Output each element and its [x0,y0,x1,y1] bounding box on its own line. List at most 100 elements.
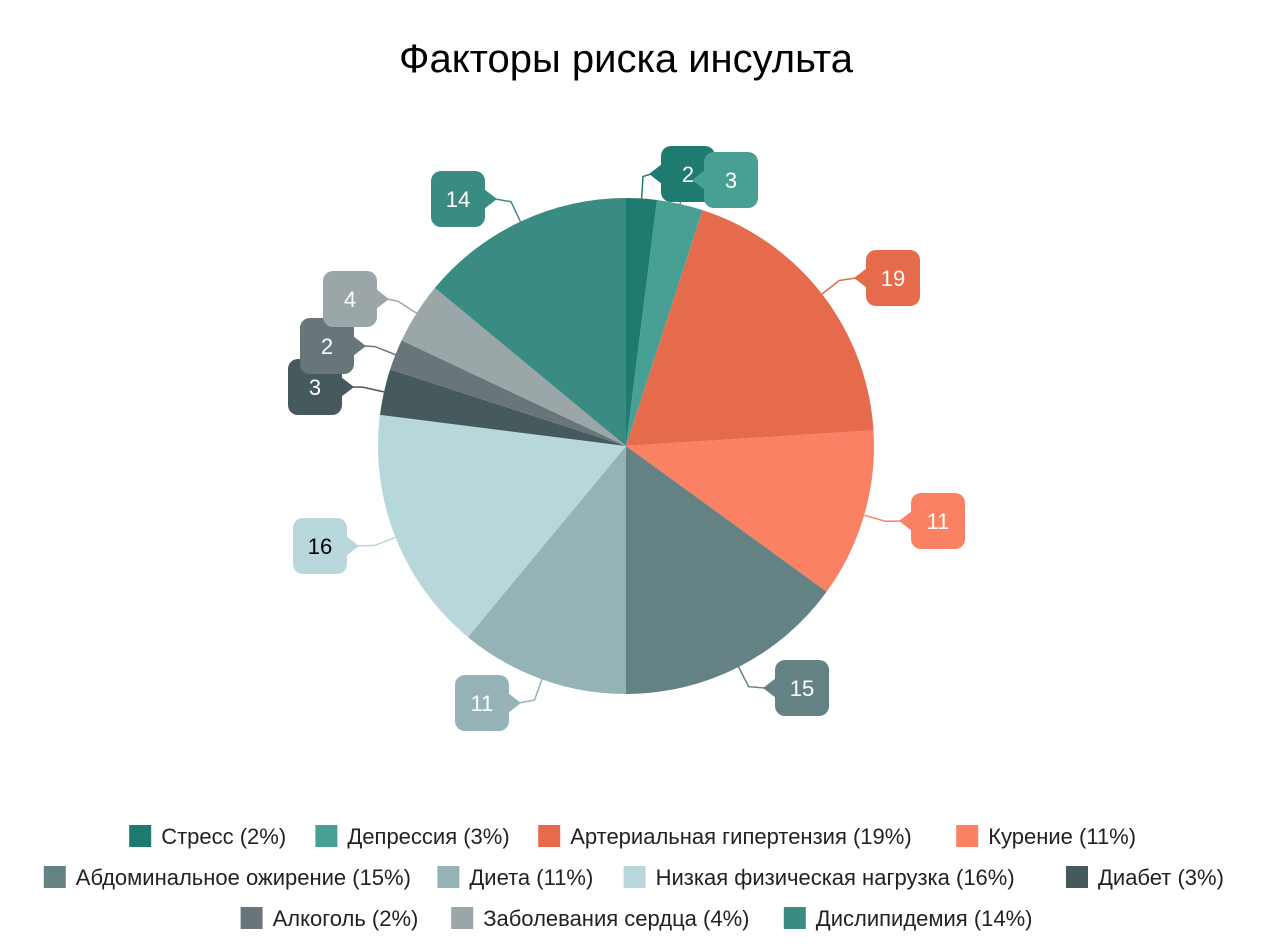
data-label-value: 16 [308,534,332,559]
legend-item-9: Алкоголь (2%) [240,906,419,931]
data-label-pointer [346,536,359,556]
legend-item-11: Дислипидемия (14%) [783,906,1033,931]
legend-swatch [451,907,474,929]
data-label-pointer [508,693,521,713]
data-label-box [323,271,377,327]
data-label-box [300,318,354,374]
legend-swatch [956,825,979,847]
pie-slice-2 [626,199,703,446]
legend-item-4: Курение (11%) [956,824,1136,849]
legend-swatch [623,866,646,888]
pie-slice-9 [390,340,626,446]
pie-slice-5 [626,446,827,694]
data-label-pointer [899,511,912,531]
leader-line-3 [821,277,857,295]
data-label-pointer [484,189,497,209]
pie-slice-8 [379,369,626,446]
data-label-10: 4 [323,271,389,327]
legend-label: Диабет (3%) [1098,865,1224,890]
legend-item-6: Диета (11%) [437,865,593,890]
data-label-pointer [341,377,354,397]
data-label-value: 11 [471,691,494,716]
pie-slice-4 [626,430,874,592]
legend-swatch [1066,866,1088,888]
data-label-pointer [763,678,776,698]
leader-line-10 [386,298,418,314]
legend-item-5: Абдоминальное ожирение (15%) [43,865,411,890]
data-label-value: 2 [682,162,694,187]
legend-item-2: Депрессия (3%) [315,824,510,849]
legend-label: Низкая физическая нагрузка (16%) [656,865,1015,890]
data-label-pointer [692,170,705,190]
leader-line-1 [640,173,652,199]
data-label-box [661,146,715,202]
data-label-box [911,493,965,549]
pie-slices [378,198,874,694]
legend-swatch [240,907,263,929]
data-label-value: 14 [446,187,470,212]
data-label-pointer [376,289,389,309]
legend-label: Артериальная гипертензия (19%) [570,824,911,849]
leader-line-8 [351,386,385,393]
legend-label: Заболевания сердца (4%) [483,906,749,931]
legend-label: Диета (11%) [469,865,593,890]
data-label-box [431,171,485,227]
legend-swatch [129,825,152,847]
legend-label: Депрессия (3%) [347,824,509,849]
data-label-box [293,518,347,574]
legend-label: Курение (11%) [988,824,1136,849]
data-label-pointer [649,164,662,184]
data-label-2: 3 [692,152,758,208]
data-label-9: 2 [300,318,366,374]
data-label-1: 2 [649,146,715,202]
legend-label: Стресс (2%) [161,824,286,849]
leader-line-6 [518,679,543,704]
data-label-4: 11 [899,493,965,549]
data-label-6: 11 [455,675,521,731]
data-label-7: 16 [293,518,359,574]
data-label-value: 15 [790,676,814,701]
pie-slice-11 [434,198,626,446]
data-label-box [704,152,758,208]
leader-lines [351,173,902,704]
legend-label: Алкоголь (2%) [273,906,419,931]
data-label-box [866,250,920,306]
pie-slice-3 [626,210,874,446]
legend-swatch [315,825,338,847]
legend-item-1: Стресс (2%) [129,824,286,849]
leader-line-4 [863,514,902,523]
legend-item-3: Артериальная гипертензия (19%) [538,824,912,849]
data-label-pointer [854,268,867,288]
data-label-value: 19 [881,266,905,291]
legend-swatch [538,825,561,847]
leader-line-7 [356,536,396,547]
legend-swatch [43,866,66,888]
chart-title: Факторы риска инсульта [399,37,854,81]
leader-line-9 [363,345,396,356]
data-label-11: 14 [431,171,497,227]
legend-label: Дислипидемия (14%) [816,906,1033,931]
legend-swatch [783,907,806,929]
data-label-value: 3 [725,168,737,193]
data-label-box [775,660,829,716]
data-label-5: 15 [763,660,829,716]
data-label-box [455,675,509,731]
leader-line-5 [737,666,766,689]
legend-item-7: Низкая физическая нагрузка (16%) [623,865,1015,890]
data-label-value: 11 [927,509,950,534]
data-label-value: 4 [344,287,356,312]
legend-item-10: Заболевания сердца (4%) [451,906,749,931]
pie-slice-6 [467,446,626,694]
data-label-value: 3 [309,375,321,400]
legend-swatch [437,866,460,888]
pie-slice-7 [378,414,626,638]
legend: Стресс (2%) Депрессия (3%) Артериальная ги… [43,824,1224,931]
leader-line-11 [494,198,522,222]
legend-item-8: Диабет (3%) [1066,865,1224,890]
legend-label: Абдоминальное ожирение (15%) [76,865,411,890]
pie-slice-1 [626,198,658,446]
data-label-pointer [353,336,366,356]
data-label-3: 19 [854,250,920,306]
